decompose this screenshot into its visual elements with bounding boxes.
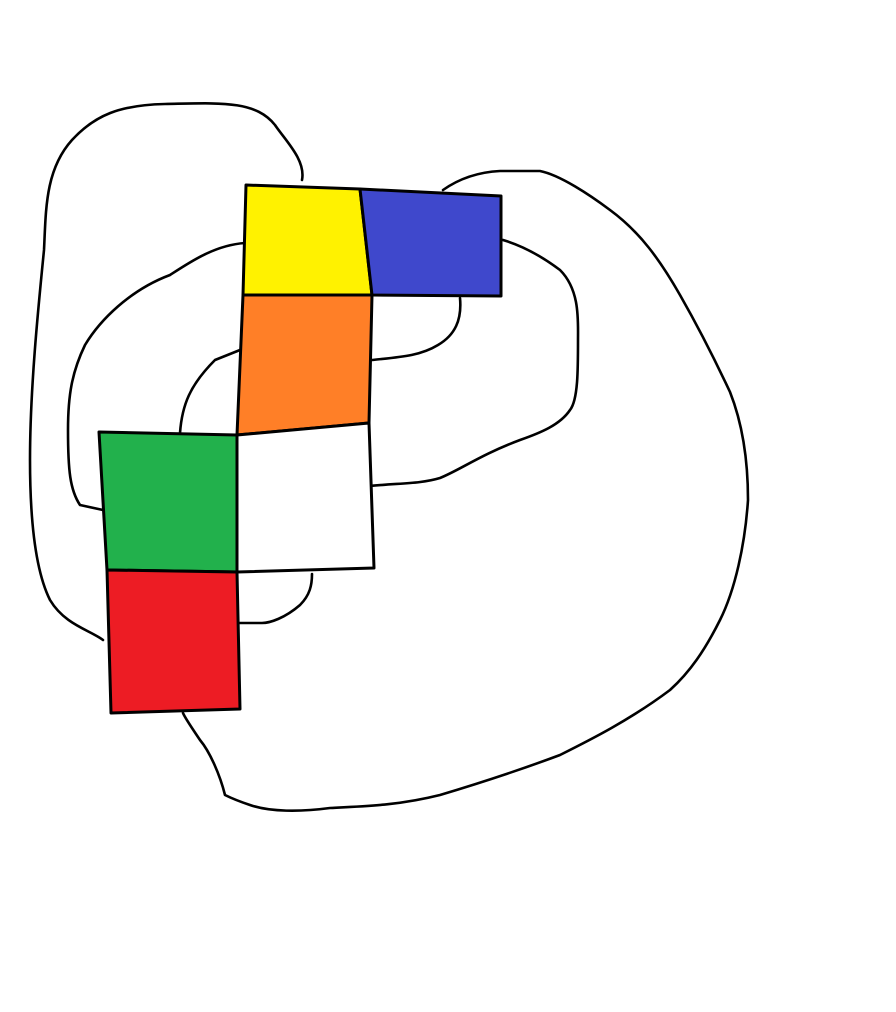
connector-curves [28, 102, 750, 812]
curve-small-bottom-loop [232, 572, 314, 625]
curve-outer-left-loop [28, 102, 304, 642]
curve-inner-left-loop [66, 241, 247, 512]
blue-square [358, 187, 503, 298]
curve-small-center-loop [178, 348, 242, 435]
green-square [97, 430, 239, 574]
curve-big-right-loop [181, 169, 750, 812]
red-square [105, 568, 242, 715]
yellow-square [241, 183, 374, 297]
curve-blue-to-white-loop [370, 296, 462, 362]
orange-square [235, 293, 374, 437]
white-square [235, 421, 376, 574]
color-squares [97, 183, 503, 715]
curve-right-mid-loop [368, 238, 580, 488]
